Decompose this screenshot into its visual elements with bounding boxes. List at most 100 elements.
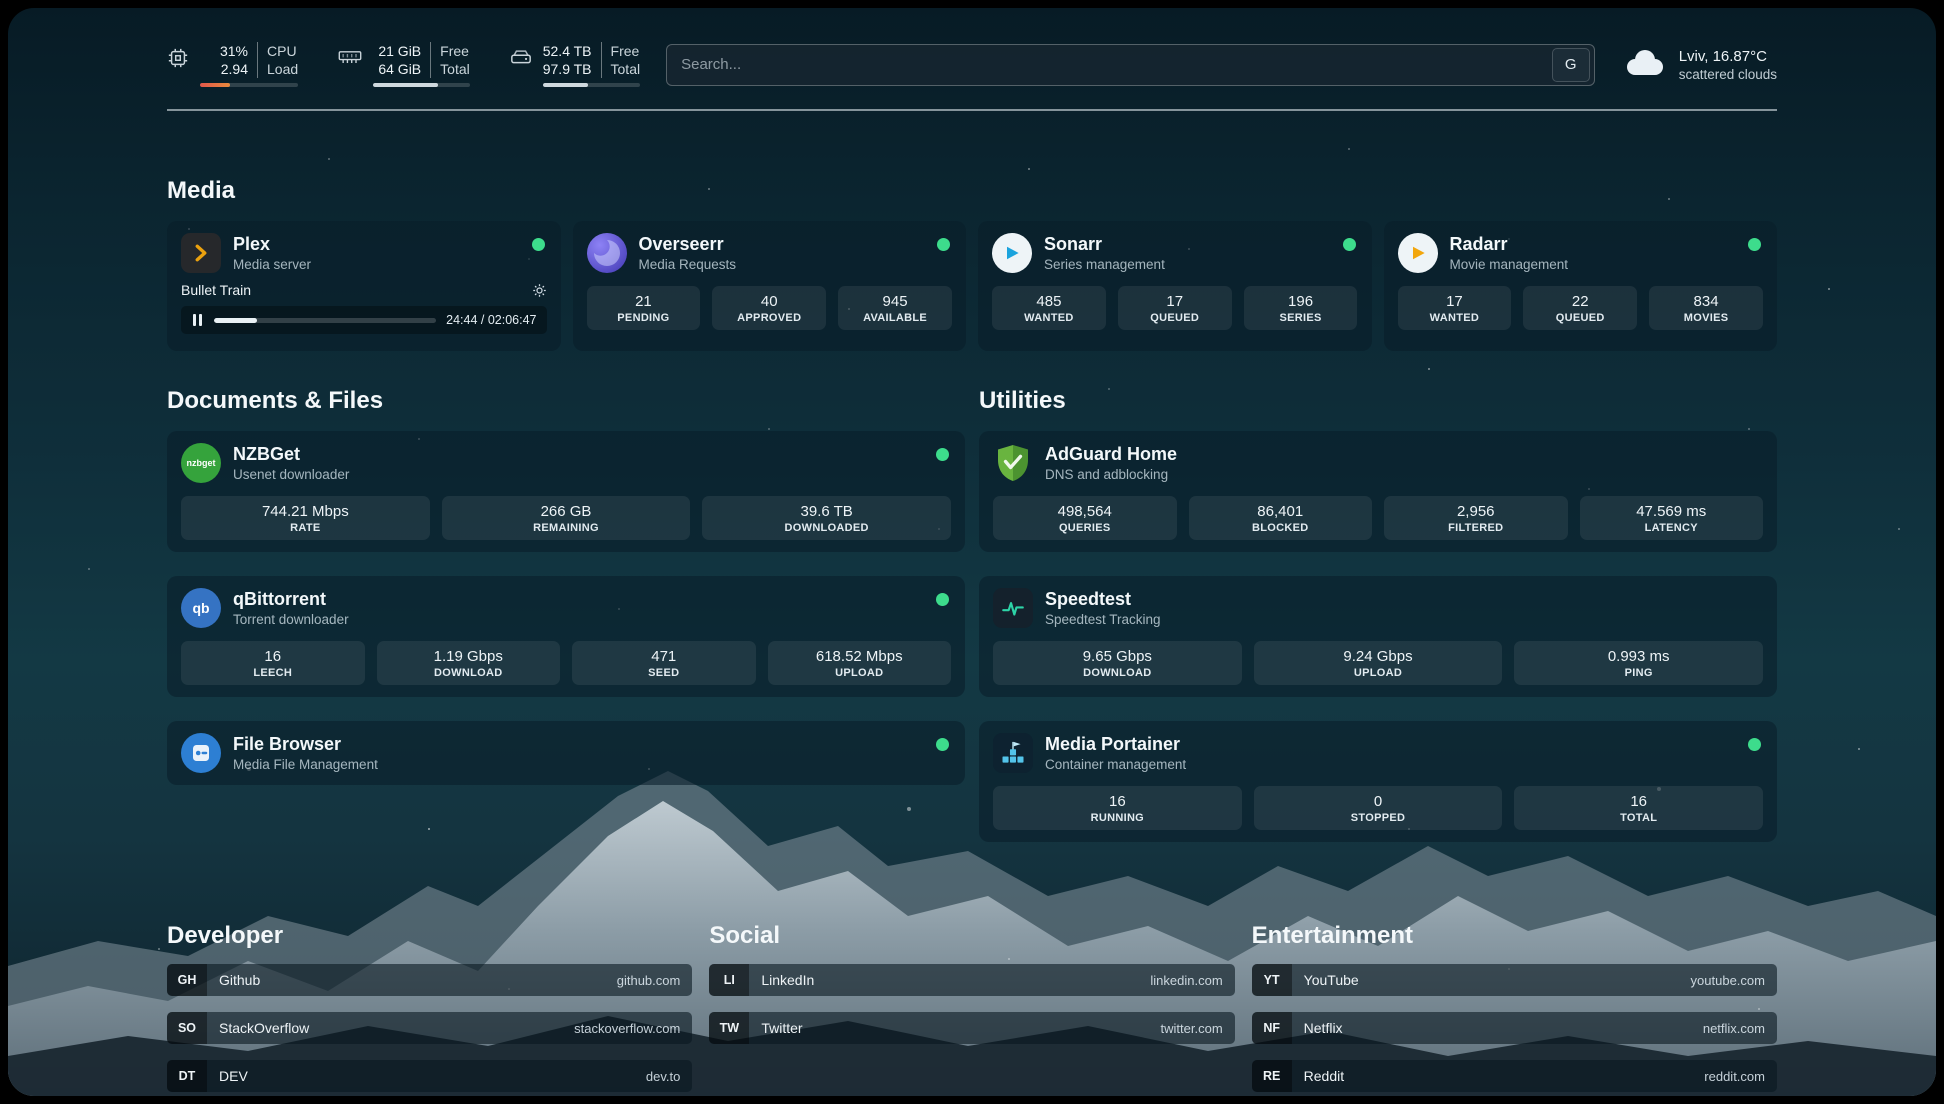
- stat-label: SERIES: [1279, 311, 1322, 324]
- playback-time: 24:44 / 02:06:47: [446, 313, 537, 328]
- stat-value: 1.19 Gbps: [433, 647, 503, 665]
- stat-value: 39.6 TB: [800, 502, 853, 520]
- app-name: Plex: [233, 234, 271, 255]
- overseerr-icon: [586, 233, 627, 274]
- system-stats: 31% CPU 2.94 Load: [167, 42, 641, 88]
- stat-value: 17: [1446, 292, 1463, 310]
- bookmark-url: youtube.com: [1690, 972, 1765, 988]
- stat-value: 47.569 ms: [1636, 502, 1707, 520]
- qbittorrent-icon: qb: [181, 588, 221, 629]
- section-title-developer: Developer: [167, 922, 284, 950]
- nzbget-icon: nzbget: [181, 443, 221, 484]
- stat-label: REMAINING: [533, 521, 599, 534]
- speedtest-icon: [993, 588, 1033, 629]
- app-link-sonarr[interactable]: Sonarr Series management: [992, 233, 1165, 274]
- stat-value: 21: [635, 292, 652, 310]
- stat-value: 2,956: [1456, 502, 1495, 520]
- cpu-usage-value: 31%: [200, 42, 258, 61]
- disk-icon: [510, 47, 532, 74]
- bookmark-name: Twitter: [761, 1020, 803, 1037]
- stat-label: PENDING: [617, 311, 670, 324]
- card-speedtest: Speedtest Speedtest Tracking 9.65 Gbps D…: [979, 576, 1777, 698]
- stat-label: DOWNLOAD: [434, 666, 503, 679]
- status-dot: [936, 738, 949, 752]
- stat-label: MOVIES: [1683, 311, 1729, 324]
- app-link-radarr[interactable]: Radarr Movie management: [1397, 233, 1568, 274]
- stat-box: 2,956 FILTERED: [1384, 496, 1568, 541]
- stat-box: 485 WANTED: [992, 286, 1106, 331]
- bookmark-row-stackoverflow[interactable]: SO StackOverflow stackoverflow.com: [167, 1012, 693, 1045]
- bookmark-row-youtube[interactable]: YT YouTube youtube.com: [1251, 964, 1777, 997]
- bookmark-row-dev[interactable]: DT DEV dev.to: [167, 1060, 693, 1093]
- bookmark-url: twitter.com: [1160, 1020, 1223, 1036]
- bookmark-abbr-badge: YT: [1251, 964, 1292, 997]
- bookmark-group-social: Social LI LinkedIn linkedin.com TW Twitt…: [709, 922, 1235, 1096]
- stat-box: 16 RUNNING: [993, 786, 1242, 831]
- stat-value: 618.52 Mbps: [815, 647, 903, 665]
- stat-value: 498,564: [1057, 502, 1112, 520]
- stat-box: 471 SEED: [572, 641, 756, 686]
- bookmark-abbr-badge: DT: [167, 1060, 207, 1093]
- bookmark-row-reddit[interactable]: RE Reddit reddit.com: [1251, 1060, 1777, 1093]
- app-link-qbittorrent[interactable]: qb qBittorrent Torrent downloader: [181, 588, 349, 629]
- plex-icon: [181, 233, 221, 274]
- memory-widget: 21 GiB Free 64 GiB Total: [338, 42, 470, 88]
- utilities-column: Utilities: [979, 387, 1777, 866]
- app-link-portainer[interactable]: Media Portainer Container management: [993, 733, 1186, 774]
- stat-label: UPLOAD: [1353, 666, 1403, 679]
- cpu-load-value: 2.94: [200, 60, 258, 79]
- stat-label: RUNNING: [1090, 811, 1145, 824]
- search-provider-button[interactable]: G: [1551, 47, 1590, 82]
- stat-box: 196 SERIES: [1243, 286, 1358, 331]
- cpu-usage-bar: [200, 83, 299, 88]
- app-name: Overseerr: [638, 234, 724, 255]
- stat-box: 266 GB REMAINING: [441, 496, 691, 541]
- stat-value: 471: [651, 647, 677, 665]
- stat-value: 16: [1630, 792, 1648, 810]
- page-content: 31% CPU 2.94 Load: [167, 8, 1777, 1096]
- bookmark-row-twitter[interactable]: TW Twitter twitter.com: [709, 1012, 1235, 1045]
- top-bar: 31% CPU 2.94 Load: [167, 8, 1777, 88]
- section-title-documents: Documents & Files: [167, 387, 384, 415]
- card-sonarr: Sonarr Series management 485 WANTED 17 Q…: [978, 221, 1372, 352]
- documents-column: Documents & Files nzbget NZBGet Usenet d…: [167, 387, 965, 866]
- weather-condition: scattered clouds: [1678, 66, 1777, 82]
- card-portainer: Media Portainer Container management 16 …: [979, 721, 1777, 843]
- card-nzbget: nzbget NZBGet Usenet downloader 744.21 M…: [167, 431, 965, 553]
- app-link-plex[interactable]: Plex Media server: [181, 233, 312, 274]
- app-link-filebrowser[interactable]: File Browser Media File Management: [181, 733, 378, 774]
- app-subtitle: Torrent downloader: [233, 612, 349, 628]
- bookmark-abbr-badge: LI: [709, 964, 750, 997]
- settings-gear-icon[interactable]: [532, 283, 547, 298]
- section-title-utilities: Utilities: [979, 387, 1066, 415]
- app-link-speedtest[interactable]: Speedtest Speedtest Tracking: [993, 588, 1161, 629]
- memory-total-label: Total: [440, 61, 470, 78]
- bookmark-name: Reddit: [1303, 1068, 1345, 1085]
- stat-box: 1.19 Gbps DOWNLOAD: [376, 641, 560, 686]
- bookmark-row-linkedin[interactable]: LI LinkedIn linkedin.com: [709, 964, 1235, 997]
- stat-value: 196: [1288, 292, 1314, 310]
- app-link-overseerr[interactable]: Overseerr Media Requests: [586, 233, 736, 274]
- stat-label: FILTERED: [1448, 521, 1504, 534]
- app-link-nzbget[interactable]: nzbget NZBGet Usenet downloader: [181, 443, 349, 484]
- status-dot: [1342, 238, 1356, 252]
- stat-box: 945 AVAILABLE: [838, 286, 952, 331]
- stat-box: 9.24 Gbps UPLOAD: [1253, 641, 1503, 686]
- stat-box: 618.52 Mbps UPLOAD: [767, 641, 951, 686]
- app-subtitle: Series management: [1044, 257, 1165, 273]
- stat-label: BLOCKED: [1252, 521, 1309, 534]
- pause-button[interactable]: [191, 313, 204, 327]
- stat-label: QUERIES: [1058, 521, 1111, 534]
- search-input[interactable]: [681, 56, 1544, 74]
- card-radarr: Radarr Movie management 17 WANTED 22 QUE…: [1383, 221, 1777, 352]
- media-cards-row: Plex Media server Bullet Train: [167, 221, 1777, 352]
- filebrowser-icon: [181, 733, 221, 774]
- bookmark-row-netflix[interactable]: NF Netflix netflix.com: [1251, 1012, 1777, 1045]
- card-adguard: AdGuard Home DNS and adblocking 498,564 …: [979, 431, 1777, 553]
- cpu-widget: 31% CPU 2.94 Load: [167, 42, 299, 88]
- app-link-adguard[interactable]: AdGuard Home DNS and adblocking: [993, 443, 1177, 483]
- stat-box: 0.993 ms PING: [1514, 641, 1764, 686]
- app-subtitle: Media server: [233, 257, 312, 273]
- disk-widget: 52.4 TB Free 97.9 TB Total: [510, 42, 641, 88]
- bookmark-row-github[interactable]: GH Github github.com: [167, 964, 693, 997]
